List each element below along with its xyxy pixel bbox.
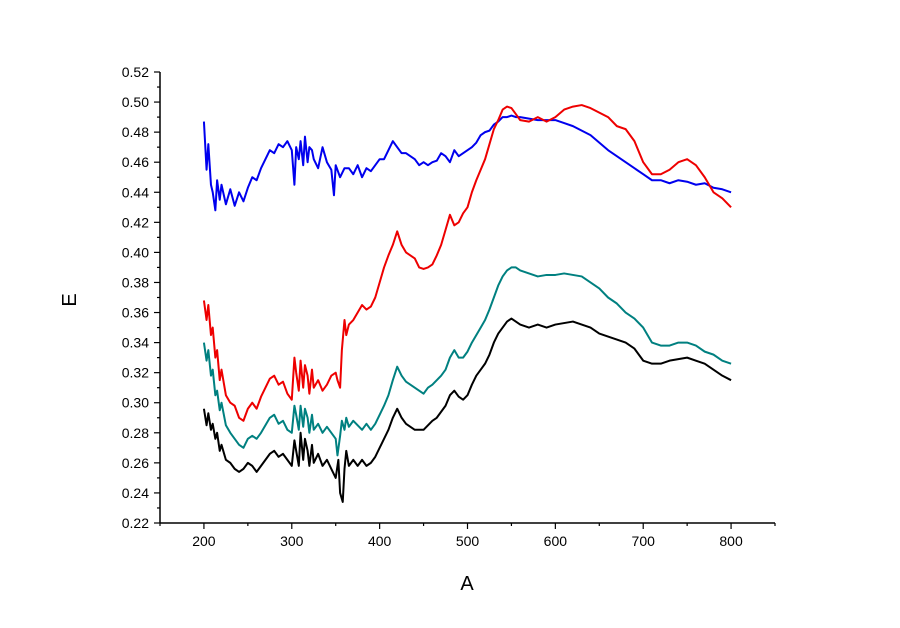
x-tick-label: 600 <box>544 533 568 549</box>
x-tick-label: 200 <box>192 533 216 549</box>
y-tick-label: 0.28 <box>122 425 149 441</box>
y-tick-label: 0.24 <box>122 485 149 501</box>
y-tick-label: 0.48 <box>122 124 149 140</box>
y-tick-label: 0.50 <box>122 94 149 110</box>
y-tick-label: 0.46 <box>122 154 149 170</box>
series-line-4 <box>202 317 732 503</box>
x-tick-label: 300 <box>280 533 304 549</box>
series-line-2 <box>202 104 732 422</box>
y-tick-label: 0.26 <box>122 455 149 471</box>
y-axis-title: E <box>59 293 81 306</box>
y-tick-label: 0.30 <box>122 395 149 411</box>
x-axis-title: A <box>460 573 474 595</box>
series-line-3 <box>202 266 732 457</box>
x-tick-label: 500 <box>456 533 480 549</box>
ticks-layer: 200 300 400 500 600 700 800 0.22 0.24 0.26 0.28 0.3… <box>122 64 776 549</box>
y-tick-label: 0.44 <box>122 184 149 200</box>
y-tick-label: 0.52 <box>122 64 149 80</box>
y-tick-label: 0.40 <box>122 244 149 260</box>
y-tick-label: 0.32 <box>122 365 149 381</box>
x-tick-label: 400 <box>368 533 392 549</box>
y-tick-label: 0.42 <box>122 214 149 230</box>
y-tick-label: 0.38 <box>122 274 149 290</box>
series-layer <box>202 104 732 503</box>
x-tick-label: 700 <box>632 533 656 549</box>
y-tick-label: 0.34 <box>122 335 149 351</box>
x-tick-label: 800 <box>719 533 743 549</box>
axes-layer <box>159 72 775 524</box>
y-tick-label: 0.22 <box>122 515 149 531</box>
y-tick-label: 0.36 <box>122 305 149 321</box>
series-line-1 <box>202 114 732 212</box>
